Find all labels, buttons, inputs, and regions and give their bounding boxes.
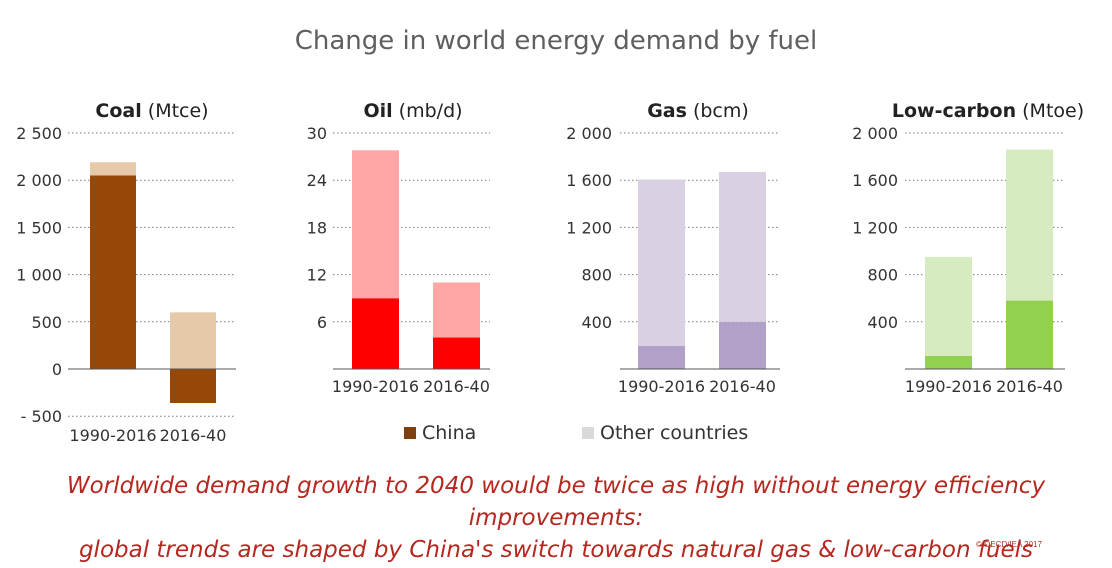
- y-tick-label: 400: [581, 313, 612, 332]
- panel-title-low-carbon: Low-carbon (Mtoe): [892, 100, 1084, 122]
- y-tick-label: - 500: [21, 407, 62, 426]
- y-tick-label: 1 600: [566, 171, 612, 190]
- bar-low-carbon-1990-2016-other-countries: [925, 256, 972, 357]
- x-category-label: 1990-2016: [618, 377, 705, 396]
- bar-oil-2016-40-other-countries: [433, 282, 480, 338]
- panel-coal: Coal (Mtce) - 500 0 500 1 000 1 500 2 000 2 500…: [16, 100, 236, 445]
- bar-low-carbon-1990-2016-china: [925, 356, 972, 369]
- x-category-label: 2016-40: [996, 377, 1063, 396]
- legend-label-china: China: [422, 422, 477, 444]
- panel-title-gas: Gas (bcm): [647, 100, 749, 122]
- copyright-credit: © OECD/IEA 2017: [976, 540, 1042, 549]
- panel-title-coal: Coal (Mtce): [95, 100, 208, 122]
- y-tick-label: 2 500: [16, 124, 62, 143]
- bar-oil-2016-40-china: [433, 337, 480, 369]
- panel-title-unit: (Mtoe): [1016, 100, 1084, 122]
- y-tick-label: 2 000: [16, 171, 62, 190]
- footer-line-2: global trends are shaped by China's swit…: [78, 537, 1034, 563]
- panel-oil: Oil (mb/d) 6 12 18 24 30 1990-2016 2016-40: [307, 100, 490, 396]
- x-category-label: 1990-2016: [905, 377, 992, 396]
- legend-china: China: [404, 422, 476, 444]
- legend-label-other: Other countries: [600, 422, 749, 444]
- bar-oil-1990-2016-china: [352, 298, 399, 369]
- y-tick-label: 800: [581, 266, 612, 285]
- panel-title-oil: Oil (mb/d): [363, 100, 462, 122]
- bar-coal-1990-2016-other-countries: [90, 162, 136, 176]
- footer-message: Worldwide demand growth to 2040 would be…: [0, 470, 1112, 566]
- y-tick-label: 1 000: [16, 266, 62, 285]
- bar-gas-2016-40-other-countries: [719, 171, 766, 322]
- bar-coal-2016-40-other-countries: [170, 312, 216, 369]
- panel-title-unit: (bcm): [687, 100, 749, 122]
- chart-title: Change in world energy demand by fuel: [294, 26, 818, 56]
- x-category-label: 1990-2016: [69, 426, 156, 445]
- panel-title-name: Oil: [363, 100, 392, 122]
- y-tick-label: 400: [867, 313, 898, 332]
- panel-title-name: Low-carbon: [892, 100, 1016, 122]
- bar-coal-2016-40-china: [170, 369, 216, 403]
- y-tick-label: 12: [307, 266, 327, 285]
- y-tick-label: 1 600: [852, 171, 898, 190]
- legend-swatch-china: [404, 427, 416, 439]
- y-tick-label: 1 200: [566, 218, 612, 237]
- x-category-label: 2016-40: [423, 377, 490, 396]
- y-tick-label: 0: [52, 360, 62, 379]
- bar-low-carbon-2016-40-other-countries: [1006, 149, 1053, 301]
- panel-title-unit: (mb/d): [393, 100, 463, 122]
- panel-gas: Gas (bcm) 400 800 1 200 1 600 2 000 1990-2016 2…: [566, 100, 780, 396]
- bar-oil-1990-2016-other-countries: [352, 150, 399, 299]
- legend-swatch-other: [582, 427, 594, 439]
- x-category-label: 2016-40: [709, 377, 776, 396]
- y-tick-label: 2 000: [852, 124, 898, 143]
- y-tick-label: 24: [307, 171, 327, 190]
- bar-gas-1990-2016-china: [638, 345, 685, 369]
- y-tick-label: 6: [317, 313, 327, 332]
- panel-title-name: Coal: [95, 100, 141, 122]
- x-category-label: 1990-2016: [332, 377, 419, 396]
- bar-low-carbon-2016-40-china: [1006, 300, 1053, 369]
- bar-gas-2016-40-china: [719, 321, 766, 369]
- panel-low-carbon: Low-carbon (Mtoe) 400 800 1 200 1 600 2 000 19…: [852, 100, 1084, 396]
- panel-title-unit: (Mtce): [142, 100, 209, 122]
- y-tick-label: 500: [31, 313, 62, 332]
- bar-gas-1990-2016-other-countries: [638, 179, 685, 346]
- y-tick-label: 2 000: [566, 124, 612, 143]
- y-tick-label: 1 200: [852, 218, 898, 237]
- bar-coal-1990-2016-china: [90, 175, 136, 369]
- y-tick-label: 800: [867, 266, 898, 285]
- panel-title-name: Gas: [647, 100, 687, 122]
- x-category-label: 2016-40: [160, 426, 227, 445]
- y-tick-label: 18: [307, 218, 327, 237]
- legend-other-countries: Other countries: [582, 422, 748, 444]
- y-tick-label: 1 500: [16, 218, 62, 237]
- y-tick-label: 30: [307, 124, 327, 143]
- footer-line-1: Worldwide demand growth to 2040 would be…: [66, 473, 1046, 531]
